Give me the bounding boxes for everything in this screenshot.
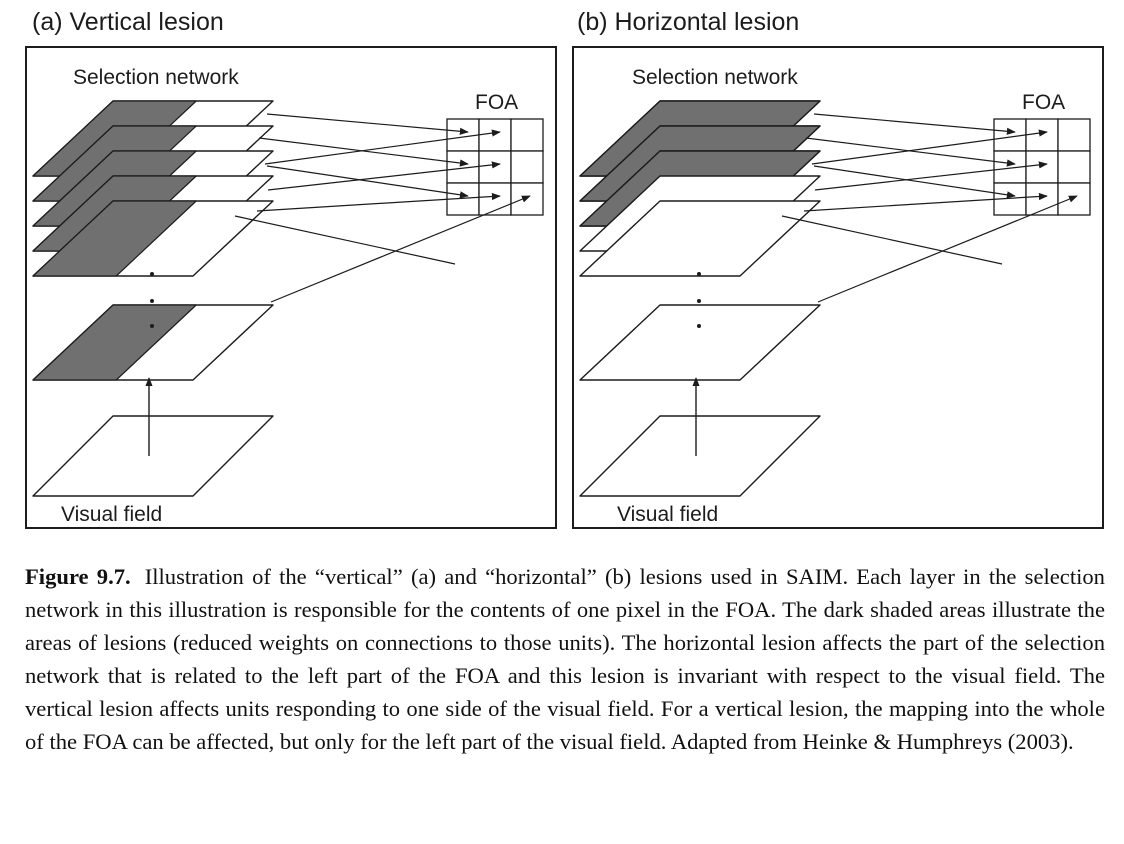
foa-cell bbox=[510, 150, 544, 184]
foa-cell bbox=[1057, 118, 1091, 152]
visual-field-plane bbox=[32, 377, 274, 497]
connection-arrows bbox=[781, 113, 1078, 303]
selection-network-layers bbox=[32, 100, 274, 381]
foa-cell bbox=[446, 182, 480, 216]
ellipsis-dot bbox=[150, 324, 154, 328]
ellipsis-dot bbox=[150, 299, 154, 303]
foa-grid bbox=[446, 118, 544, 216]
connection-arrow bbox=[803, 192, 1048, 212]
foa-cell bbox=[510, 182, 544, 216]
connection-arrow bbox=[256, 192, 501, 212]
ellipsis-dots bbox=[697, 272, 701, 328]
connection-arrow bbox=[813, 165, 1016, 199]
foa-cell bbox=[1057, 150, 1091, 184]
caption-text: Illustration of the “vertical” (a) and “… bbox=[25, 564, 1105, 754]
foa-cell bbox=[1025, 150, 1059, 184]
foa-label: FOA bbox=[1022, 91, 1065, 114]
visual-field-plane-shape bbox=[579, 415, 821, 497]
connection-arrow bbox=[817, 195, 1078, 303]
connection-arrow bbox=[814, 161, 1048, 191]
connection-arrow bbox=[811, 129, 1048, 165]
connection-arrow bbox=[234, 215, 456, 265]
ellipsis-dot bbox=[150, 272, 154, 276]
visual-field-plane-shape bbox=[32, 415, 274, 497]
lesion-area bbox=[32, 200, 197, 277]
connection-arrow bbox=[270, 195, 531, 303]
figure-caption: Figure 9.7. Illustration of the “vertical… bbox=[25, 560, 1105, 758]
selection-layer bbox=[579, 200, 821, 277]
foa-cell bbox=[1057, 182, 1091, 216]
foa-cell bbox=[510, 118, 544, 152]
foa-grid bbox=[993, 118, 1091, 216]
connection-arrow bbox=[264, 129, 501, 165]
connection-arrow bbox=[266, 165, 469, 199]
selection-network-label: Selection network bbox=[632, 66, 798, 89]
visual-field-label: Visual field bbox=[61, 503, 162, 526]
foa-cell bbox=[1025, 118, 1059, 152]
ellipsis-dots bbox=[150, 272, 154, 328]
ellipsis-dot bbox=[697, 299, 701, 303]
ellipsis-dot bbox=[697, 324, 701, 328]
selection-network-layers bbox=[579, 100, 821, 381]
foa-cell bbox=[478, 150, 512, 184]
panel-vertical-lesion: Selection network FOA Visual field bbox=[25, 46, 557, 529]
connection-arrow bbox=[813, 113, 1016, 135]
connection-arrow bbox=[781, 215, 1003, 265]
panel-horizontal-lesion: Selection network FOA Visual field bbox=[572, 46, 1104, 529]
visual-field-plane bbox=[579, 377, 821, 497]
lesion-area bbox=[32, 304, 197, 381]
panel-b-title: (b) Horizontal lesion bbox=[577, 8, 800, 36]
connection-arrow bbox=[267, 161, 501, 191]
visual-field-label: Visual field bbox=[617, 503, 718, 526]
connection-arrow bbox=[266, 113, 469, 135]
foa-cell bbox=[1025, 182, 1059, 216]
selection-layer-lower bbox=[579, 304, 821, 381]
selection-network-label: Selection network bbox=[73, 66, 239, 89]
panel-a-title: (a) Vertical lesion bbox=[32, 8, 224, 36]
ellipsis-dot bbox=[697, 272, 701, 276]
figure-label: Figure 9.7. bbox=[25, 564, 131, 589]
foa-label: FOA bbox=[475, 91, 518, 114]
connection-arrows bbox=[234, 113, 531, 303]
foa-cell bbox=[478, 118, 512, 152]
